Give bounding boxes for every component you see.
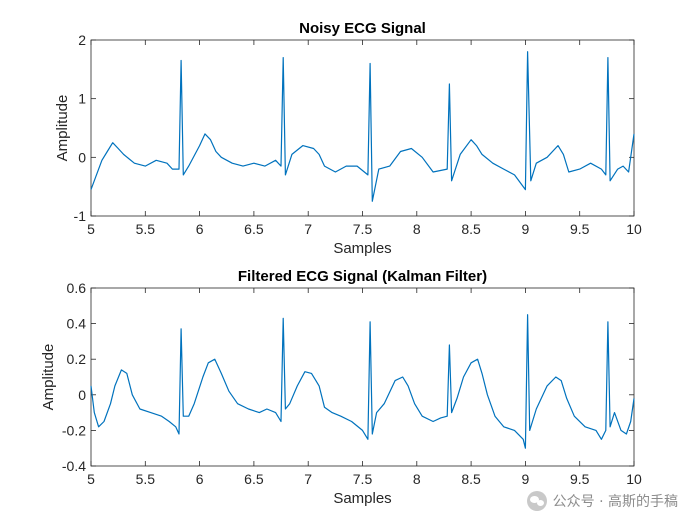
y-tick-label: -1: [74, 208, 87, 224]
x-tick-label: 7.5: [353, 221, 373, 237]
x-tick-label: 10: [626, 471, 642, 487]
y-axis-label: Amplitude: [40, 344, 57, 411]
x-axis-label: Samples: [333, 240, 391, 257]
x-tick-label: 5.5: [136, 471, 156, 487]
x-tick-label: 7: [304, 221, 312, 237]
x-tick-label: 8: [413, 221, 421, 237]
series-line-1: [90, 314, 635, 449]
x-tick-label: 9.5: [570, 471, 590, 487]
x-tick-label: 6: [196, 221, 204, 237]
y-tick-label: 0.4: [67, 316, 87, 332]
x-tick-label: 6: [196, 471, 204, 487]
plot-area: [90, 287, 635, 467]
watermark-text: 公众号 · 高斯的手稿: [552, 494, 678, 510]
y-tick-label: 0: [78, 149, 86, 165]
series-line-1: [90, 51, 635, 202]
y-axis-label: Amplitude: [54, 95, 71, 162]
y-tick-label: 2: [78, 32, 86, 48]
chart-panel-2: 5 5.5 6 6.5 7 7.5 8 8.5 9 9.5 10 -0.4 -0.2 0 0.2 0.4 0.6…: [40, 268, 642, 507]
x-tick-label: 10: [626, 221, 642, 237]
chart-panel-1: 5 5.5 6 6.5 7 7.5 8 8.5 9 9.5 10 -1 0 1 2 Noisy ECG Sig…: [54, 20, 642, 257]
chart-title: Filtered ECG Signal (Kalman Filter): [238, 268, 487, 285]
x-tick-label: 9.5: [570, 221, 590, 237]
x-tick-label: 8.5: [461, 471, 481, 487]
x-tick-label: 5: [87, 221, 95, 237]
x-axis-label: Samples: [333, 490, 391, 507]
y-tick-label: 0: [78, 387, 86, 403]
x-tick-label: 6.5: [244, 471, 264, 487]
x-tick-label: 8: [413, 471, 421, 487]
x-tick-label: 9: [522, 471, 530, 487]
y-tick-label: 0.6: [67, 280, 87, 296]
plot-area: [90, 39, 635, 217]
watermark: 公众号 · 高斯的手稿: [526, 491, 678, 511]
chart-title: Noisy ECG Signal: [299, 20, 426, 37]
x-tick-label: 9: [522, 221, 530, 237]
x-tick-label: 6.5: [244, 221, 264, 237]
y-tick-label: 1: [78, 91, 86, 107]
x-tick-label: 5.5: [136, 221, 156, 237]
x-tick-label: 8.5: [461, 221, 481, 237]
x-tick-label: 5: [87, 471, 95, 487]
x-tick-label: 7: [304, 471, 312, 487]
wechat-icon: [526, 491, 547, 511]
x-tick-label: 7.5: [353, 471, 373, 487]
y-tick-label: -0.2: [62, 422, 86, 438]
y-tick-label: -0.4: [62, 458, 86, 474]
y-tick-label: 0.2: [67, 351, 87, 367]
